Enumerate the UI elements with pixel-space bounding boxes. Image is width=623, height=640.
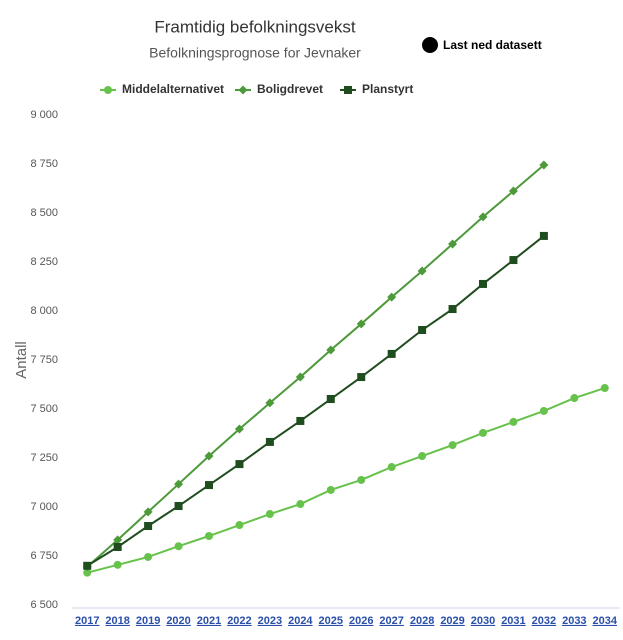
point bbox=[508, 186, 518, 196]
point bbox=[326, 485, 335, 494]
point bbox=[265, 437, 274, 446]
series-line bbox=[86, 235, 545, 567]
point bbox=[174, 502, 183, 511]
x-tick-label[interactable]: 2025 bbox=[319, 615, 343, 627]
series-line bbox=[86, 387, 606, 574]
point bbox=[356, 319, 366, 329]
point bbox=[600, 384, 609, 393]
point bbox=[296, 416, 305, 425]
point bbox=[387, 463, 396, 472]
x-tick-label[interactable]: 2027 bbox=[379, 615, 403, 627]
x-tick-label[interactable]: 2032 bbox=[532, 615, 556, 627]
series-line bbox=[86, 164, 545, 568]
point bbox=[539, 406, 548, 415]
x-tick-label[interactable]: 2022 bbox=[227, 615, 251, 627]
legend-marker bbox=[344, 86, 352, 94]
download-button[interactable]: Last ned datasett bbox=[422, 37, 542, 53]
point bbox=[174, 542, 183, 551]
y-tick-label: 7 000 bbox=[30, 501, 58, 513]
chart-title: Framtidig befolkningsvekst bbox=[154, 17, 356, 36]
point bbox=[478, 212, 488, 222]
x-tick-label[interactable]: 2033 bbox=[562, 615, 586, 627]
point bbox=[265, 398, 275, 408]
point bbox=[387, 349, 396, 358]
point bbox=[83, 561, 92, 570]
x-tick-label[interactable]: 2023 bbox=[258, 615, 282, 627]
point bbox=[509, 256, 518, 265]
y-tick-label: 8 000 bbox=[30, 305, 58, 317]
x-tick-label[interactable]: 2017 bbox=[75, 615, 99, 627]
x-tick-label[interactable]: 2030 bbox=[471, 615, 495, 627]
point bbox=[144, 522, 153, 531]
x-tick-label[interactable]: 2029 bbox=[440, 615, 464, 627]
point bbox=[570, 394, 579, 403]
point bbox=[418, 326, 427, 335]
point bbox=[113, 535, 123, 545]
x-tick-label[interactable]: 2031 bbox=[501, 615, 525, 627]
x-tick-label[interactable]: 2028 bbox=[410, 615, 434, 627]
legend-label[interactable]: Boligdrevet bbox=[257, 82, 323, 96]
point bbox=[326, 345, 336, 355]
point bbox=[357, 475, 366, 484]
legend-marker bbox=[104, 86, 112, 94]
y-tick-label: 9 000 bbox=[30, 109, 58, 121]
point bbox=[83, 568, 92, 577]
point bbox=[113, 542, 122, 551]
x-tick-label[interactable]: 2034 bbox=[593, 615, 618, 627]
point bbox=[357, 373, 366, 382]
x-tick-label[interactable]: 2026 bbox=[349, 615, 373, 627]
point bbox=[418, 452, 427, 461]
y-tick-label: 6 750 bbox=[30, 550, 58, 562]
point bbox=[479, 279, 487, 288]
point bbox=[387, 292, 397, 302]
y-tick-label: 7 750 bbox=[30, 354, 58, 366]
legend-label[interactable]: Middelalternativet bbox=[122, 82, 224, 96]
point bbox=[205, 481, 213, 490]
point bbox=[479, 428, 487, 437]
point bbox=[539, 231, 548, 240]
x-tick-label[interactable]: 2024 bbox=[288, 615, 313, 627]
point bbox=[509, 417, 518, 426]
point bbox=[448, 239, 458, 249]
point bbox=[448, 305, 457, 314]
x-tick-label[interactable]: 2018 bbox=[105, 615, 129, 627]
download-icon[interactable] bbox=[422, 37, 438, 53]
legend-marker bbox=[238, 85, 248, 95]
point bbox=[143, 507, 153, 517]
point bbox=[448, 441, 457, 450]
y-tick-label: 6 500 bbox=[30, 599, 58, 611]
y-tick-label: 8 250 bbox=[30, 256, 58, 268]
y-tick-label: 8 500 bbox=[30, 207, 58, 219]
point bbox=[144, 552, 153, 561]
point bbox=[113, 560, 122, 569]
point bbox=[539, 160, 549, 170]
point bbox=[204, 451, 214, 461]
point bbox=[235, 460, 244, 469]
point bbox=[296, 500, 305, 509]
point bbox=[295, 372, 305, 382]
download-label[interactable]: Last ned datasett bbox=[443, 38, 542, 52]
x-tick-label[interactable]: 2019 bbox=[136, 615, 160, 627]
x-tick-label[interactable]: 2020 bbox=[166, 615, 190, 627]
point bbox=[205, 532, 213, 541]
y-tick-label: 8 750 bbox=[30, 158, 58, 170]
x-tick-label[interactable]: 2021 bbox=[197, 615, 221, 627]
point bbox=[326, 395, 335, 404]
point bbox=[417, 266, 427, 276]
point bbox=[234, 424, 244, 434]
y-tick-label: 7 250 bbox=[30, 452, 58, 464]
point bbox=[265, 510, 274, 519]
chart-subtitle: Befolkningsprognose for Jevnaker bbox=[149, 45, 361, 61]
y-tick-label: 7 500 bbox=[30, 403, 58, 415]
point bbox=[174, 479, 184, 489]
y-axis-label: Antall bbox=[13, 341, 30, 379]
legend-label[interactable]: Planstyrt bbox=[362, 82, 413, 96]
point bbox=[235, 521, 244, 530]
